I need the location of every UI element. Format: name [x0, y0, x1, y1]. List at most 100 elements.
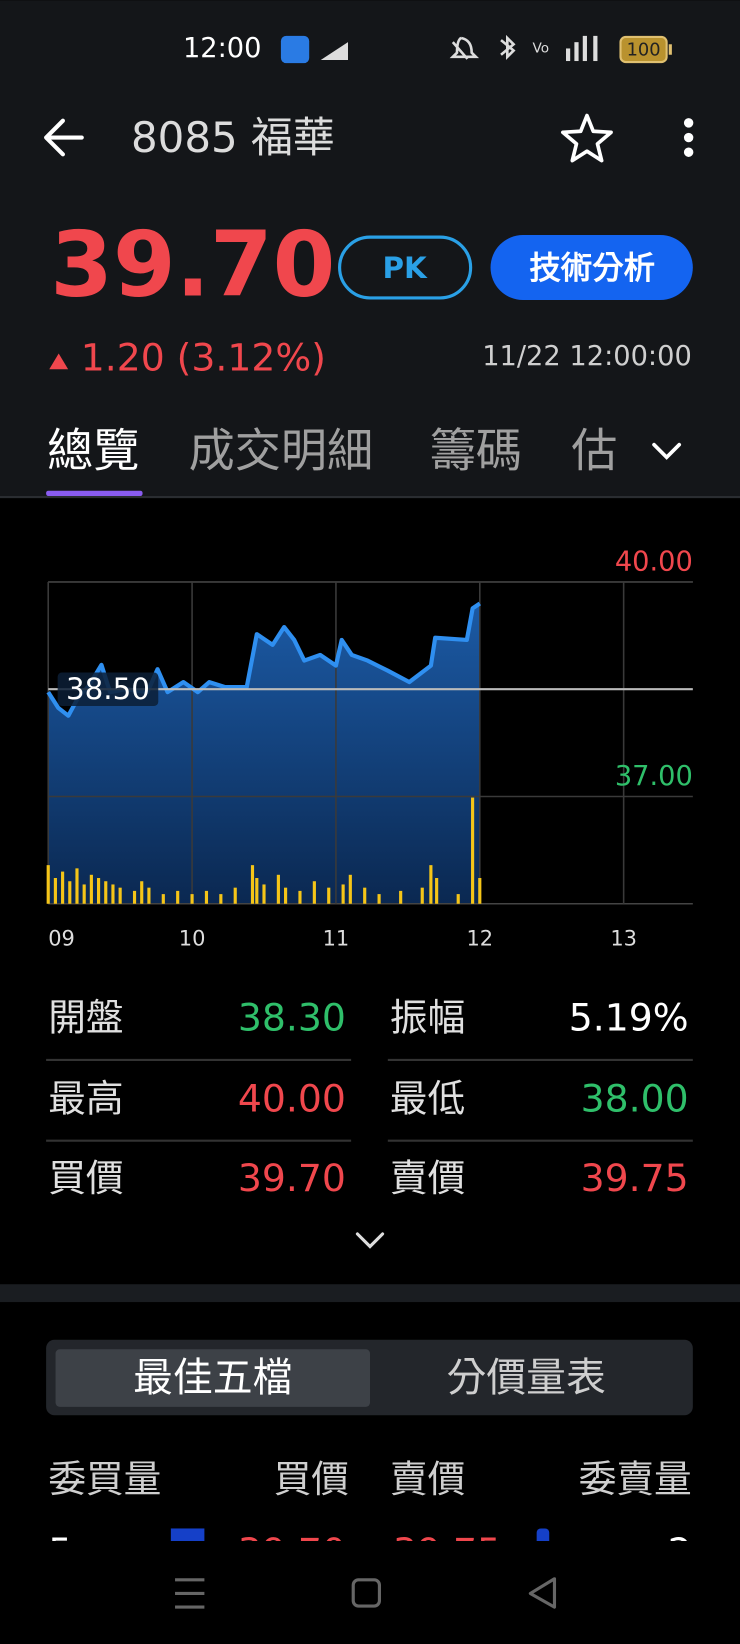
- ask-volume: 2: [668, 1530, 692, 1574]
- volume-bar: [82, 884, 86, 904]
- book-header: 委買量: [48, 1457, 161, 1501]
- stat-value: 38.00: [581, 1076, 689, 1120]
- segment-selected: [55, 1349, 371, 1407]
- volume-bar: [363, 887, 367, 904]
- expand-stats[interactable]: [355, 1232, 385, 1249]
- status-time: 12:00: [183, 33, 262, 64]
- stat-value: 39.70: [238, 1156, 346, 1200]
- tab-indicator: [46, 490, 143, 497]
- pk-button[interactable]: [338, 235, 473, 300]
- tab[interactable]: 成交明細: [189, 424, 373, 478]
- volume-bar: [250, 865, 255, 904]
- stat-label: 最高: [48, 1076, 123, 1120]
- nav-back[interactable]: [528, 1577, 557, 1609]
- quote-time: 11/22 12:00:00: [482, 341, 692, 372]
- more-button[interactable]: [683, 118, 694, 157]
- volume-bar: [435, 878, 439, 904]
- stat-label: 振幅: [390, 996, 465, 1040]
- chart: 09 10 11 12 13 40.00 37.00 38.50: [46, 547, 693, 950]
- signal-bar: [574, 42, 579, 62]
- book-header: 賣價: [390, 1457, 465, 1501]
- x-tick-label: 09: [48, 926, 75, 950]
- volume-bar: [298, 890, 302, 904]
- stat-label: 買價: [48, 1156, 123, 1200]
- volume-bar: [111, 884, 115, 904]
- stat-value: 40.00: [238, 1076, 346, 1120]
- signal-bar: [582, 35, 587, 62]
- reference-badge: [57, 672, 159, 707]
- stat-value: 39.75: [581, 1156, 689, 1200]
- back-button[interactable]: [44, 118, 84, 157]
- tab[interactable]: 估: [571, 424, 617, 478]
- volume-bar: [233, 887, 237, 904]
- volume-bar: [276, 874, 280, 904]
- nav-home[interactable]: [351, 1578, 382, 1608]
- pk-label: PK: [382, 251, 427, 285]
- volume-bar: [104, 881, 108, 904]
- volume-bar: [420, 887, 424, 904]
- stat-value: 5.19%: [569, 996, 689, 1040]
- bid-volume: 5: [48, 1530, 72, 1574]
- volume-bar: [327, 887, 331, 904]
- volume-bar: [377, 894, 381, 904]
- bid-price: 39.70: [238, 1530, 346, 1574]
- volume-bar: [61, 871, 65, 904]
- x-tick-label: 11: [323, 926, 350, 950]
- stat-label: 開盤: [48, 996, 123, 1040]
- tab[interactable]: 籌碼: [430, 424, 522, 478]
- price-change: 1.20 (3.12%): [81, 335, 326, 379]
- volume-bar: [284, 887, 288, 904]
- x-tick-label: 12: [466, 926, 493, 950]
- signal-bar: [566, 48, 571, 62]
- tab[interactable]: 總覽: [47, 424, 139, 478]
- stat-label: 最低: [390, 1076, 465, 1120]
- reference-label: 38.50: [66, 672, 150, 706]
- signal-icon: [320, 42, 348, 60]
- volume-bar: [75, 868, 79, 904]
- nav-bar: [0, 1541, 740, 1644]
- battery-level: 100: [627, 40, 661, 61]
- mute-icon: [449, 36, 480, 60]
- volume-bar: [456, 894, 460, 904]
- volume-bar: [341, 884, 345, 904]
- stat-value: 38.30: [238, 996, 346, 1040]
- volume-bar: [399, 890, 403, 904]
- stat-label: 賣價: [390, 1156, 465, 1200]
- bid-bar: [170, 1528, 205, 1542]
- volume-bar: [219, 894, 223, 904]
- favorite-button[interactable]: [561, 113, 613, 163]
- volume-bar: [348, 874, 352, 904]
- battery-tip: [668, 44, 672, 55]
- segment[interactable]: 分價量表: [447, 1355, 606, 1401]
- book-header: 買價: [274, 1457, 349, 1501]
- battery-icon: [619, 35, 668, 64]
- y-tick-label: 40.00: [615, 547, 693, 578]
- up-arrow: [49, 353, 69, 370]
- volume-bar: [118, 887, 122, 904]
- volume-bar: [429, 865, 433, 904]
- volume-bar: [255, 878, 259, 904]
- volte-icon: Vo: [533, 40, 550, 56]
- volume-bar: [68, 881, 72, 904]
- ask-bar: [536, 1528, 550, 1542]
- volume-bar: [140, 881, 144, 904]
- tabs-expand[interactable]: [652, 442, 682, 460]
- volume-bar: [262, 884, 266, 904]
- volume-bar: [89, 874, 93, 904]
- nav-menu[interactable]: [175, 1578, 205, 1609]
- analysis-label: 技術分析: [529, 251, 655, 287]
- volume-bar: [96, 878, 101, 904]
- stats-table: 開盤 38.30 振幅 5.19% 最高 40.00 最低 38.00 買價 39.70 賣價 39.…: [46, 996, 693, 1200]
- book-header: 委賣量: [579, 1457, 692, 1501]
- volume-bar: [312, 881, 316, 904]
- analysis-button[interactable]: [490, 235, 693, 301]
- volume-bar: [46, 865, 50, 904]
- segment[interactable]: 最佳五檔: [133, 1355, 292, 1401]
- volume-bar: [147, 887, 151, 904]
- x-tick-label: 13: [610, 926, 637, 950]
- volume-bar: [190, 894, 194, 904]
- volume-bar: [176, 890, 180, 904]
- book-row: 5 39.70 39.75 2: [48, 1528, 692, 1574]
